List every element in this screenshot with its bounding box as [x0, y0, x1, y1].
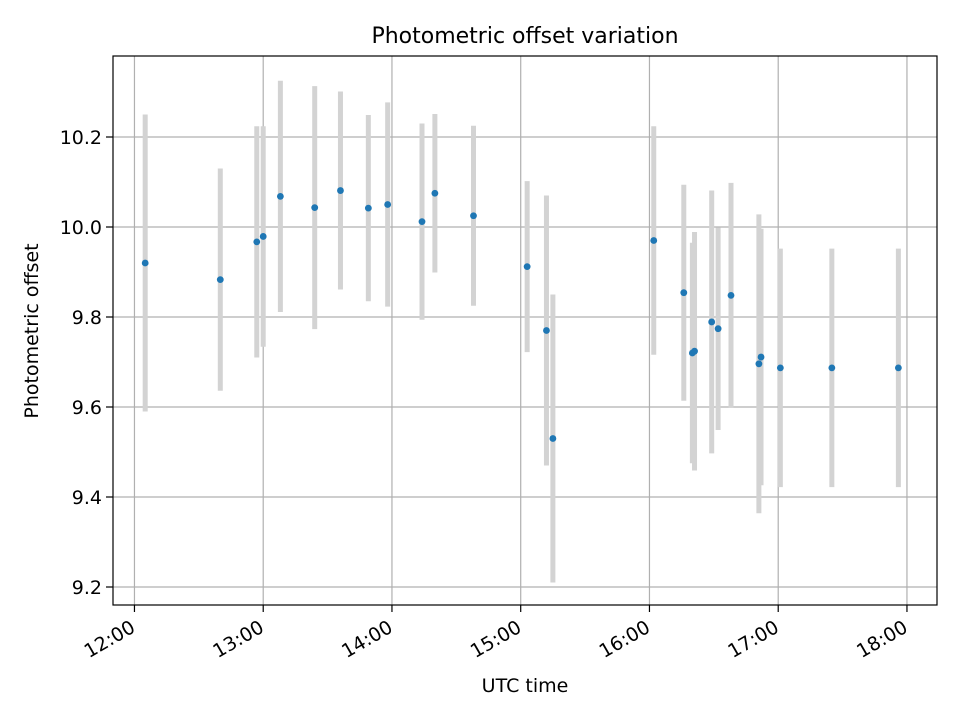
y-tick-label: 10.0	[60, 217, 102, 239]
data-point	[708, 318, 716, 326]
y-tick-label: 9.8	[72, 307, 102, 329]
data-point	[216, 276, 224, 284]
data-point	[253, 238, 261, 246]
data-point	[259, 233, 267, 240]
data-point	[680, 289, 688, 297]
y-tick-label: 10.2	[60, 127, 102, 149]
x-axis-label: UTC time	[482, 675, 569, 697]
data-point	[418, 218, 426, 226]
data-point	[757, 353, 765, 361]
plot-frame	[112, 55, 938, 606]
y-axis-label: Photometric offset	[21, 243, 43, 418]
data-point	[828, 364, 836, 372]
data-point	[311, 204, 319, 212]
y-tick-label: 9.6	[72, 397, 102, 419]
y-tick-label: 9.4	[72, 487, 102, 509]
data-point	[650, 237, 658, 244]
data-point	[755, 360, 763, 368]
data-point	[714, 325, 722, 333]
data-point	[364, 204, 372, 212]
data-point	[470, 212, 477, 220]
data-point	[431, 189, 439, 197]
chart-title: Photometric offset variation	[371, 24, 678, 49]
data-point	[141, 259, 149, 267]
data-point	[549, 435, 557, 442]
data-point	[691, 347, 698, 355]
data-point	[776, 364, 784, 372]
data-point	[523, 263, 531, 270]
data-point	[337, 187, 344, 194]
y-tick-label: 9.2	[72, 577, 102, 599]
x-axis-ticks: 12:00 13:00 14:00 15:00 16:00 17:00 18:00	[81, 605, 911, 663]
data-point	[384, 201, 392, 208]
data-point	[543, 327, 550, 334]
data-point	[276, 193, 284, 200]
data-point	[727, 292, 735, 299]
data-point	[894, 364, 902, 372]
data-points	[141, 187, 902, 442]
y-axis-ticks: 9.2 9.4 9.6 9.8 10.0 10.2	[60, 127, 113, 599]
